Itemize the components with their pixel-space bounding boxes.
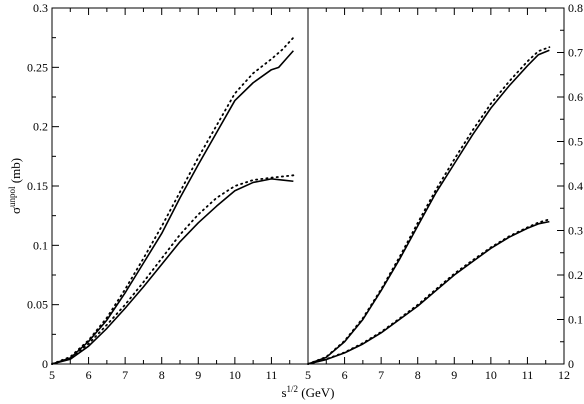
right-x-tick-label: 9 xyxy=(451,368,457,382)
left-x-tick-label: 6 xyxy=(86,368,92,382)
right-x-tick-label: 11 xyxy=(522,368,534,382)
right-x-tick-label: 5 xyxy=(305,368,311,382)
left-series-3-dotted-line xyxy=(51,174,295,365)
right-y-tick-label: 0.2 xyxy=(568,268,583,282)
right-series-2-solid-line xyxy=(307,220,550,365)
right-y-tick-label: 0 xyxy=(568,357,574,371)
right-y-tick-label: 0.3 xyxy=(568,224,583,238)
right-panel-series xyxy=(307,46,551,365)
right-x-tick-label: 6 xyxy=(342,368,348,382)
right-x-tick-label: 12 xyxy=(558,368,570,382)
x-axis-title: s1/2 (GeV) xyxy=(281,384,334,400)
right-x-tick-label: 8 xyxy=(415,368,421,382)
left-y-tick-label: 0.15 xyxy=(27,179,48,193)
left-y-tick-label: 0.25 xyxy=(27,60,48,74)
left-y-tick-label: 0.3 xyxy=(33,1,48,15)
right-series-1-dotted-line xyxy=(307,46,551,365)
left-x-tick-label: 8 xyxy=(159,368,165,382)
left-y-tick-label: 0 xyxy=(42,357,48,371)
left-series-0-solid-line xyxy=(51,50,294,365)
right-panel-frame xyxy=(307,7,565,365)
left-panel-series xyxy=(51,36,295,365)
right-y-tick-label: 0.6 xyxy=(568,90,583,104)
left-x-tick-label: 9 xyxy=(195,368,201,382)
right-x-tick-label: 7 xyxy=(378,368,384,382)
left-x-tick-label: 5 xyxy=(49,368,55,382)
left-y-tick-label: 0.1 xyxy=(33,238,48,252)
right-series-3-dotted-line xyxy=(307,218,551,365)
left-x-tick-label: 7 xyxy=(122,368,128,382)
right-y-tick-label: 0.1 xyxy=(568,313,583,327)
right-y-tick-label: 0.7 xyxy=(568,46,583,60)
left-y-tick-label: 0.2 xyxy=(33,120,48,134)
right-y-tick-label: 0.5 xyxy=(568,135,583,149)
right-y-tick-label: 0.4 xyxy=(568,179,583,193)
left-series-1-dotted-line xyxy=(51,36,295,365)
left-series-2-solid-line xyxy=(51,178,294,365)
right-panel-ticks: 5 6 7 8 9 10 11 120 0.1 0.2 0.3 0.4 0.5 0.6 0.7 0.8 xyxy=(305,1,583,382)
right-y-tick-label: 0.8 xyxy=(568,1,583,15)
right-series-0-solid-line xyxy=(307,49,550,365)
right-x-tick-label: 10 xyxy=(485,368,497,382)
left-x-tick-label: 11 xyxy=(266,368,278,382)
y-axis-title: σunpol (mb) xyxy=(7,158,23,214)
left-y-tick-label: 0.05 xyxy=(27,298,48,312)
left-panel-ticks: 5 6 7 8 9 10 11 0 0.05 0.1 0.15 0.2 0.25 0.3 xyxy=(27,1,291,382)
left-x-tick-label: 10 xyxy=(229,368,241,382)
